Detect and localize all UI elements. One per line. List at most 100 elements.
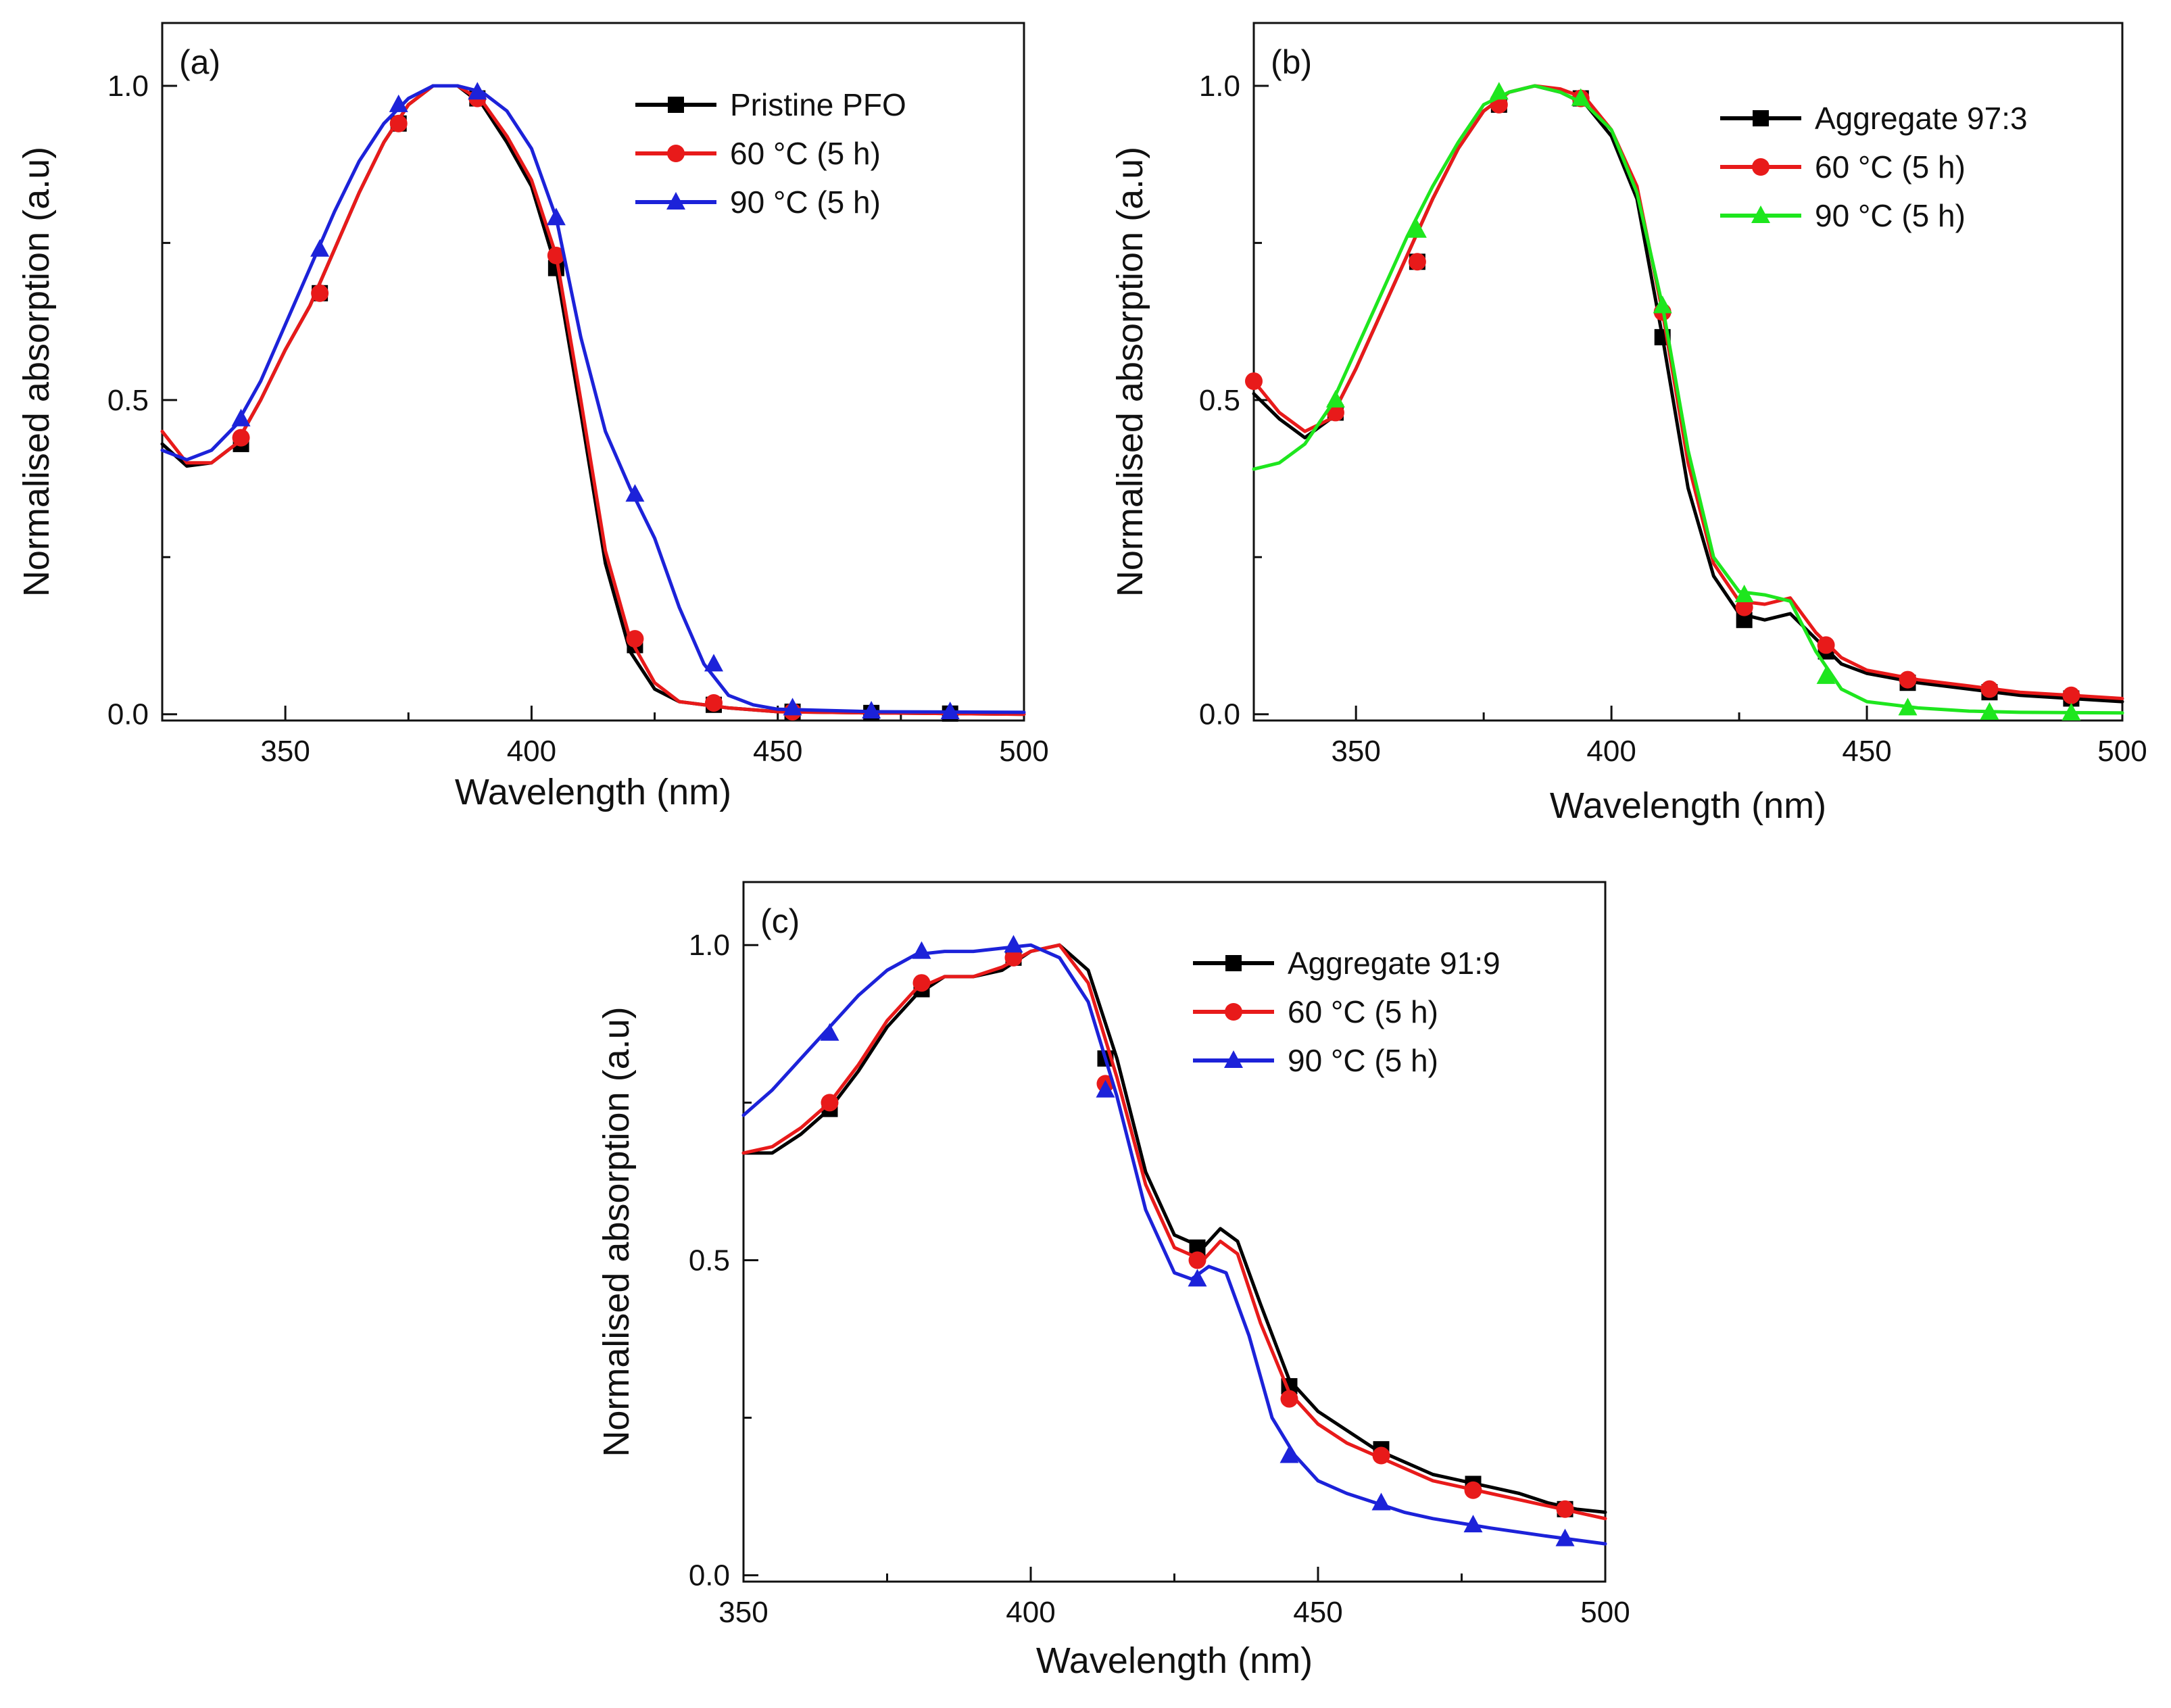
data-point-marker [1004, 935, 1023, 953]
data-point-marker [1372, 1446, 1390, 1465]
data-point-marker [232, 429, 250, 447]
x-tick-label: 450 [1293, 1596, 1342, 1629]
legend-marker [1752, 158, 1770, 176]
series-line [741, 943, 1607, 1521]
data-point-marker [1280, 1390, 1298, 1408]
x-tick-label: 450 [1842, 735, 1891, 768]
data-point-marker [862, 701, 881, 719]
y-axis-title: Normalised absorption (a.u) [596, 1006, 637, 1457]
series-line [160, 84, 1026, 714]
data-point-marker [1980, 702, 1999, 720]
data-point-marker [1653, 295, 1672, 314]
data-point-marker [1734, 585, 1754, 603]
data-point-marker [1188, 1251, 1206, 1269]
y-tick-label: 1.0 [107, 70, 149, 103]
legend-label: Aggregate 91:9 [1288, 946, 1501, 981]
data-point-marker [1898, 698, 1918, 716]
legend-marker [667, 145, 685, 162]
panel-label: (c) [760, 902, 800, 940]
data-point-marker [1188, 1269, 1207, 1287]
data-point-marker [310, 239, 330, 257]
y-tick-label: 0.0 [1199, 698, 1240, 731]
legend-marker [1751, 205, 1770, 223]
data-point-marker [940, 701, 960, 719]
data-point-marker [912, 941, 931, 959]
x-tick-label: 400 [1006, 1596, 1055, 1629]
data-point-marker [820, 1023, 839, 1041]
x-tick-label: 350 [1331, 735, 1380, 768]
legend-marker [1225, 955, 1242, 971]
series-line [741, 943, 1607, 1514]
y-tick-label: 0.0 [107, 698, 149, 731]
x-tick-label: 500 [2097, 735, 2147, 768]
y-axis-title: Normalised absorption (a.u) [16, 147, 57, 597]
y-axis-title: Normalised absorption (a.u) [1110, 147, 1150, 597]
data-point-marker [2062, 686, 2080, 704]
legend-marker [1224, 1050, 1243, 1068]
data-point-marker [1735, 598, 1753, 616]
data-point-marker [231, 408, 251, 426]
data-point-marker [1556, 1500, 1574, 1518]
data-point-marker [1489, 82, 1509, 100]
data-point-marker [468, 82, 487, 100]
data-point-marker [1555, 1528, 1575, 1546]
panel-b: 350 400 450 500 0.0 0.5 1.0 Wavelength (nm) Norm… [1110, 22, 2147, 826]
data-point-marker [1980, 680, 1999, 698]
x-tick-label: 350 [718, 1596, 768, 1629]
data-point-marker [1899, 670, 1917, 689]
y-tick-label: 0.0 [689, 1559, 730, 1592]
data-point-marker [1463, 1515, 1483, 1533]
data-point-marker [1571, 88, 1590, 106]
legend-label: 60 °C (5 h) [1815, 149, 1966, 185]
data-point-marker [625, 484, 645, 502]
panel-label: (b) [1271, 43, 1312, 81]
legend-marker [1753, 110, 1769, 126]
legend-label: 60 °C (5 h) [1288, 994, 1438, 1029]
panel-label: (a) [179, 43, 220, 81]
plot-frame [161, 22, 1025, 722]
data-point-marker [546, 208, 566, 226]
x-axis-title: Wavelength (nm) [1036, 1640, 1313, 1681]
data-point-marker [389, 114, 408, 132]
data-point-marker [1004, 948, 1023, 967]
data-point-marker [821, 1094, 839, 1112]
panel-a: 350 400 450 500 0.0 0.5 1.0 Wavelength (nm) Norm… [16, 22, 1049, 812]
data-point-marker [1279, 1445, 1299, 1463]
x-tick-label: 350 [260, 735, 310, 768]
data-point-marker [547, 247, 565, 264]
legend-marker [668, 97, 684, 113]
y-tick-label: 1.0 [689, 929, 730, 962]
data-point-marker [1096, 1079, 1115, 1098]
legend-marker [666, 192, 685, 210]
series-line [1252, 84, 2124, 715]
legend-label: 90 °C (5 h) [1815, 198, 1966, 233]
x-tick-label: 450 [753, 735, 802, 768]
plot-frame [1252, 22, 2124, 722]
y-tick-label: 0.5 [1199, 384, 1240, 417]
data-point-marker [1325, 389, 1345, 408]
x-tick-label: 400 [1586, 735, 1636, 768]
x-tick-label: 500 [999, 735, 1048, 768]
data-point-marker [1371, 1492, 1391, 1511]
data-point-marker [1408, 253, 1426, 271]
x-axis-title: Wavelength (nm) [455, 772, 731, 812]
data-point-marker [1245, 372, 1263, 390]
y-tick-label: 0.5 [689, 1244, 730, 1277]
y-tick-label: 1.0 [1199, 70, 1240, 103]
data-point-marker [704, 654, 723, 672]
data-point-marker [1817, 636, 1835, 654]
data-point-marker [389, 94, 408, 112]
data-point-marker [912, 974, 931, 992]
data-point-marker [2062, 702, 2081, 721]
x-axis-title: Wavelength (nm) [1550, 785, 1826, 826]
data-point-marker [705, 693, 723, 712]
data-point-marker [1407, 220, 1427, 238]
panel-c: 350 400 450 500 0.0 0.5 1.0 Wavelength (nm) Norm… [596, 881, 1630, 1681]
legend-label: 90 °C (5 h) [1288, 1043, 1438, 1078]
legend-label: 60 °C (5 h) [730, 136, 881, 171]
legend-label: Aggregate 97:3 [1815, 101, 2028, 136]
data-point-marker [1464, 1481, 1482, 1499]
legend-label: 90 °C (5 h) [730, 185, 881, 220]
data-point-marker [311, 284, 329, 302]
